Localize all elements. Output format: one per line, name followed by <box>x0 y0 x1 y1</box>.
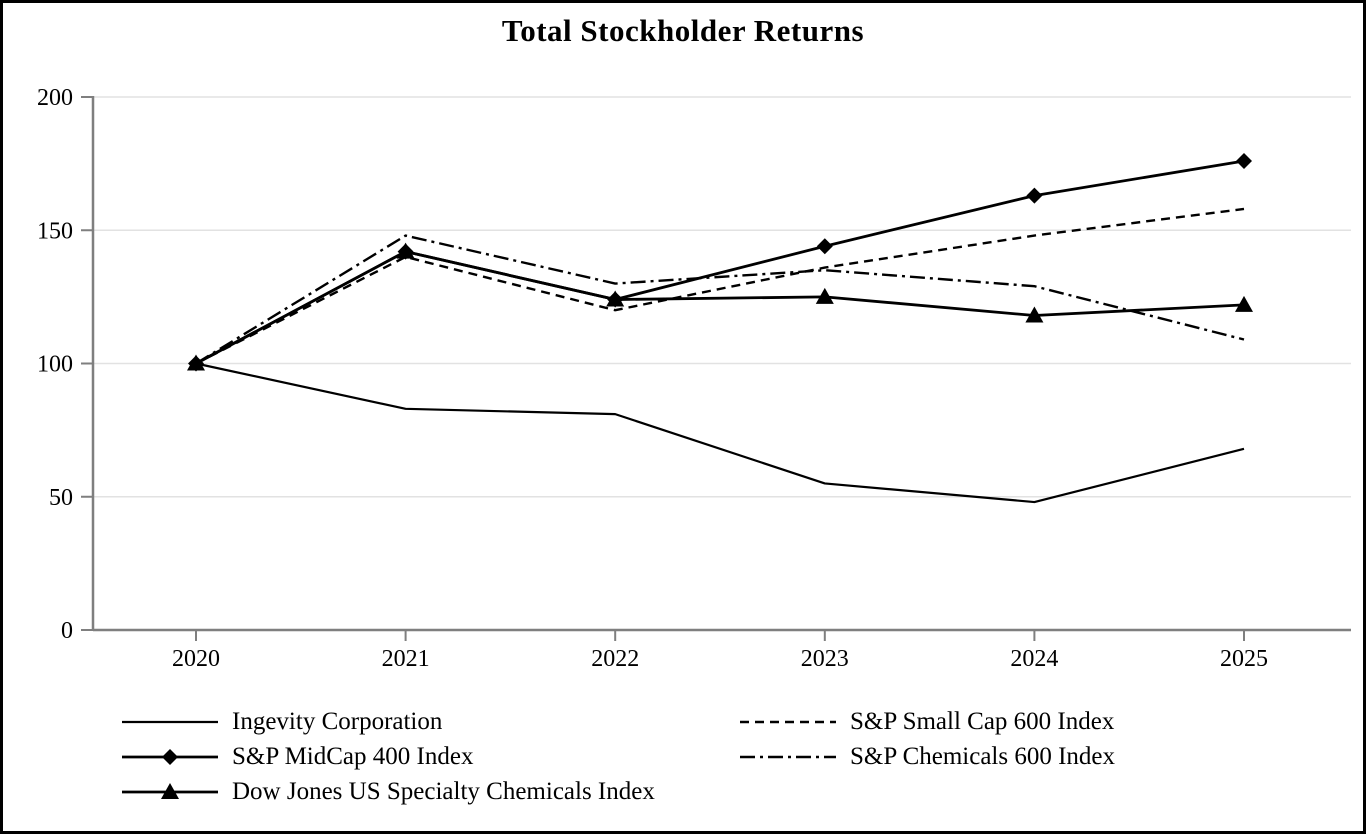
legend-label: S&P Chemicals 600 Index <box>850 743 1116 770</box>
legend-item-sp-midcap-400: S&P MidCap 400 Index <box>122 743 740 770</box>
series-line-3 <box>195 234 1245 365</box>
triangle-marker-icon <box>1235 295 1253 312</box>
x-axis-tick-label: 2022 <box>591 646 639 672</box>
series-line-0 <box>195 362 1245 504</box>
legend-swatch-diamond-line <box>122 749 218 765</box>
triangle-marker-icon <box>606 290 625 307</box>
diamond-marker-icon <box>162 749 178 765</box>
legend-swatch-dashed-line <box>740 720 836 724</box>
legend-item-sp-chemicals-600: S&P Chemicals 600 Index <box>740 743 1300 770</box>
legend-item-sp-smallcap-600: S&P Small Cap 600 Index <box>740 708 1300 735</box>
legend-swatch-dashdot-line <box>740 755 836 759</box>
x-axis-tick-label: 2020 <box>172 646 220 672</box>
legend-label: S&P MidCap 400 Index <box>232 743 474 770</box>
y-axis-tick-label: 50 <box>49 485 73 511</box>
triangle-marker-icon <box>1025 306 1044 323</box>
legend-item-dowjones-specialty-chem: Dow Jones US Specialty Chemicals Index <box>122 778 740 805</box>
x-axis-tick-label: 2023 <box>801 646 849 672</box>
triangle-marker-icon <box>396 242 415 259</box>
legend-label: S&P Small Cap 600 Index <box>850 708 1115 735</box>
plot-area: 0 50 100 150 200 2020 2021 2022 2023 2024 2025 <box>37 85 1351 672</box>
chart-title: Total Stockholder Returns <box>501 13 865 48</box>
y-axis-tick-label: 150 <box>37 218 73 244</box>
x-axis-tick-label: 2025 <box>1220 646 1268 672</box>
triangle-marker-icon <box>187 354 205 371</box>
legend-item-ingevity: Ingevity Corporation <box>122 708 740 735</box>
diamond-marker-icon <box>1236 152 1252 169</box>
legend-swatch-solid-line <box>122 720 218 724</box>
series-line-4 <box>195 250 1245 365</box>
series-line-1 <box>195 207 1245 365</box>
series-line-2 <box>195 159 1245 365</box>
triangle-marker-icon <box>815 287 834 304</box>
y-axis-tick-label: 0 <box>61 618 73 644</box>
legend-label: Ingevity Corporation <box>232 708 443 735</box>
y-axis-tick-label: 200 <box>37 85 73 111</box>
diamond-marker-icon <box>816 238 833 255</box>
legend: Ingevity Corporation S&P Small Cap 600 I… <box>122 708 1312 805</box>
legend-label: Dow Jones US Specialty Chemicals Index <box>232 778 655 805</box>
y-axis-tick-label: 100 <box>37 352 73 378</box>
legend-swatch-triangle-line <box>122 783 218 799</box>
x-axis-tick-label: 2021 <box>382 646 430 672</box>
diamond-marker-icon <box>1026 187 1043 204</box>
x-axis-tick-label: 2024 <box>1010 646 1058 672</box>
triangle-marker-icon <box>161 783 179 799</box>
